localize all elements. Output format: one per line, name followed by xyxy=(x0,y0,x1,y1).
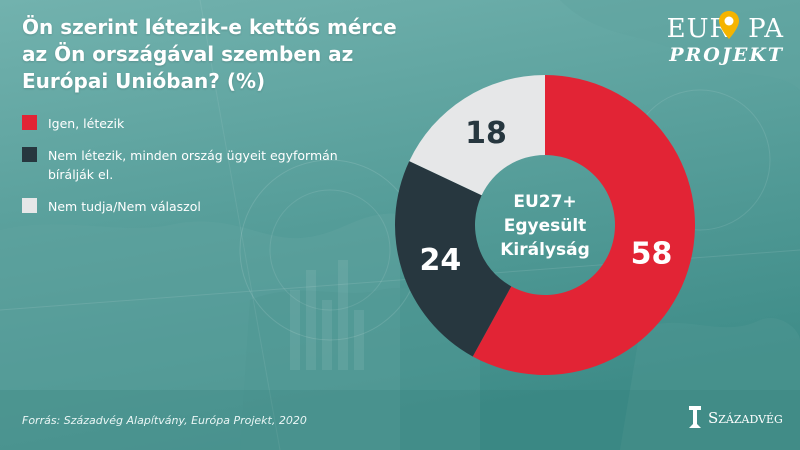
logo-text-pa: PA xyxy=(748,14,784,44)
donut-slice-0 xyxy=(472,75,695,375)
donut-slice-2 xyxy=(409,75,545,196)
legend: Igen, létezik Nem létezik, minden ország… xyxy=(22,114,342,229)
donut-center-label-2: Királyság xyxy=(500,240,590,260)
map-pin-icon xyxy=(719,11,739,39)
legend-swatch-red xyxy=(22,115,37,130)
donut-slice-1 xyxy=(395,161,512,357)
legend-swatch-dark xyxy=(22,147,37,162)
donut-center-label-0: EU27+ xyxy=(513,192,576,212)
logo-text-projekt: PROJEKT xyxy=(669,44,784,66)
legend-item-no: Nem létezik, minden ország ügyeit egyfor… xyxy=(22,146,342,184)
donut-chart: 58 24 18 EU27+ Egyesült Királyság xyxy=(395,75,695,375)
szazadveg-logo-text: Századvég xyxy=(708,409,783,427)
legend-swatch-light xyxy=(22,198,37,213)
chart-title: Ön szerint létezik-e kettős mérce az Ön … xyxy=(22,15,397,93)
logo-text-eur: EUR xyxy=(666,14,731,44)
legend-item-yes: Igen, létezik xyxy=(22,114,342,133)
legend-item-dontknow: Nem tudja/Nem válaszol xyxy=(22,197,342,216)
donut-value-label-0: 58 xyxy=(631,236,673,271)
legend-label: Nem létezik, minden ország ügyeit egyfor… xyxy=(48,148,338,182)
legend-label: Igen, létezik xyxy=(48,116,125,131)
legend-label: Nem tudja/Nem válaszol xyxy=(48,199,201,214)
szazadveg-emblem-icon xyxy=(689,406,701,428)
szazadveg-logo: Századvég xyxy=(686,404,783,432)
europa-projekt-logo: EUR PA PROJEKT xyxy=(662,11,790,66)
donut-value-label-1: 24 xyxy=(420,243,462,278)
source-note: Forrás: Századvég Alapítvány, Európa Pro… xyxy=(22,414,307,427)
donut-center-label-1: Egyesült xyxy=(504,216,587,236)
donut-value-label-2: 18 xyxy=(465,116,507,151)
